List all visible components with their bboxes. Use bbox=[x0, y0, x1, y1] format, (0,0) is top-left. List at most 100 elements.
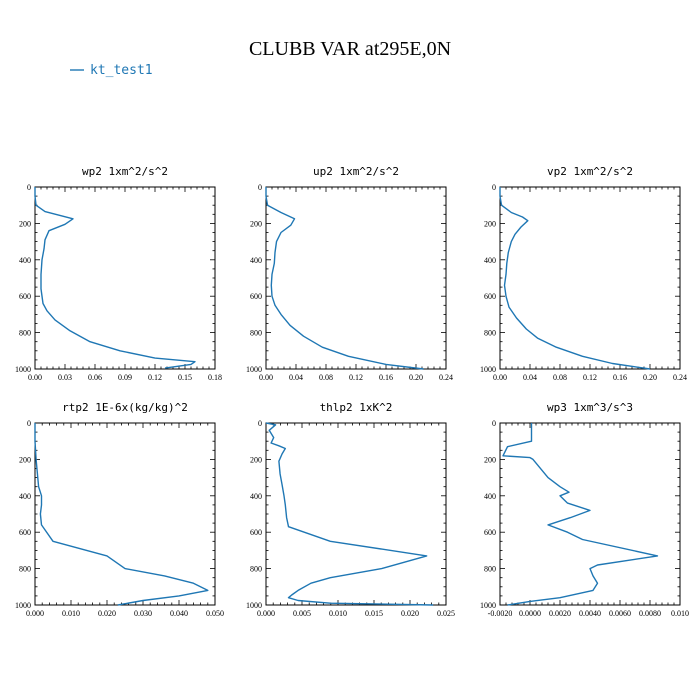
panel-6: wp3 1xm^3/s^3 -0.0020 0.0000 0.0020 0.0040 0.… bbox=[480, 401, 689, 618]
x-tick-label: -0.0020 bbox=[488, 609, 513, 618]
x-tick-label: 0.010 bbox=[329, 609, 347, 618]
x-tick-label: 0.000 bbox=[26, 609, 44, 618]
x-tick-label: 0.0040 bbox=[579, 609, 601, 618]
y-tick-label: 800 bbox=[19, 565, 31, 574]
x-tick-label: 0.16 bbox=[379, 373, 393, 382]
y-tick-label: 200 bbox=[19, 219, 31, 228]
x-tick-label: 0.025 bbox=[437, 609, 455, 618]
panel-title: thlp2 1xK^2 bbox=[320, 401, 393, 414]
y-tick-label: 1000 bbox=[480, 601, 496, 610]
panel-4: rtp2 1E-6x(kg/kg)^2 0.000 0.010 0.020 0.030 0… bbox=[15, 401, 224, 618]
y-tick-label: 1000 bbox=[15, 601, 31, 610]
plot-frame bbox=[499, 186, 681, 370]
x-tick-label: 0.010 bbox=[62, 609, 80, 618]
x-tick-label: 0.18 bbox=[208, 373, 222, 382]
y-tick-label: 600 bbox=[250, 528, 262, 537]
series-line bbox=[265, 187, 424, 370]
panel-1: wp2 1xm^2/s^2 0.00 0.03 0.06 0.09 0.12 0.15 0.1… bbox=[15, 165, 222, 382]
y-tick-label: 400 bbox=[250, 492, 262, 501]
x-tick-label: 0.04 bbox=[523, 373, 537, 382]
x-tick-label: 0.0000 bbox=[519, 609, 541, 618]
y-tick-label: 600 bbox=[19, 528, 31, 537]
panel-2: up2 1xm^2/s^2 0.00 0.04 0.08 0.12 0.16 0.20 0.2… bbox=[246, 165, 453, 382]
panel-3: vp2 1xm^2/s^2 0.00 0.04 0.08 0.12 0.16 0.20 0.2… bbox=[480, 165, 687, 382]
x-tick-label: 0.08 bbox=[553, 373, 567, 382]
y-tick-label: 400 bbox=[250, 256, 262, 265]
x-tick-label: 0.20 bbox=[643, 373, 657, 382]
x-tick-label: 0.00 bbox=[28, 373, 42, 382]
panel-5: thlp2 1xK^2 0.000 0.005 0.010 0.015 0.020 0.02… bbox=[246, 401, 455, 618]
y-tick-label: 800 bbox=[250, 329, 262, 338]
x-tick-label: 0.00 bbox=[493, 373, 507, 382]
x-tick-label: 0.020 bbox=[401, 609, 419, 618]
y-tick-label: 200 bbox=[19, 455, 31, 464]
y-tick-label: 400 bbox=[484, 256, 496, 265]
y-tick-label: 0 bbox=[27, 183, 31, 192]
panel-title: wp2 1xm^2/s^2 bbox=[82, 165, 168, 178]
y-tick-label: 600 bbox=[484, 528, 496, 537]
y-tick-label: 800 bbox=[19, 329, 31, 338]
x-tick-label: 0.0080 bbox=[639, 609, 661, 618]
x-tick-label: 0.15 bbox=[178, 373, 192, 382]
x-tick-label: 0.08 bbox=[319, 373, 333, 382]
x-tick-label: 0.015 bbox=[365, 609, 383, 618]
series-line bbox=[265, 422, 434, 606]
y-tick-label: 1000 bbox=[246, 601, 262, 610]
x-tick-label: 0.20 bbox=[409, 373, 423, 382]
x-tick-label: 0.00 bbox=[259, 373, 273, 382]
series-line bbox=[34, 423, 209, 606]
panel-title: up2 1xm^2/s^2 bbox=[313, 165, 399, 178]
panel-title: rtp2 1E-6x(kg/kg)^2 bbox=[62, 401, 188, 414]
x-tick-label: 0.050 bbox=[206, 609, 224, 618]
y-tick-label: 800 bbox=[484, 329, 496, 338]
y-tick-label: 600 bbox=[19, 292, 31, 301]
x-tick-label: 0.12 bbox=[349, 373, 363, 382]
y-tick-label: 0 bbox=[492, 419, 496, 428]
plot-frame bbox=[265, 186, 447, 370]
x-tick-label: 0.000 bbox=[257, 609, 275, 618]
x-tick-label: 0.030 bbox=[134, 609, 152, 618]
plot-frame bbox=[34, 186, 216, 370]
x-tick-label: 0.005 bbox=[293, 609, 311, 618]
legend: kt_test1 bbox=[70, 63, 153, 78]
panel-title: wp3 1xm^3/s^3 bbox=[547, 401, 633, 414]
x-tick-label: 0.06 bbox=[88, 373, 102, 382]
y-tick-label: 400 bbox=[484, 492, 496, 501]
x-tick-label: 0.12 bbox=[148, 373, 162, 382]
y-tick-label: 400 bbox=[19, 492, 31, 501]
x-tick-label: 0.0060 bbox=[609, 609, 631, 618]
y-tick-label: 600 bbox=[250, 292, 262, 301]
y-tick-label: 1000 bbox=[480, 365, 496, 374]
y-tick-label: 200 bbox=[484, 219, 496, 228]
x-tick-label: 0.24 bbox=[439, 373, 453, 382]
y-tick-label: 1000 bbox=[15, 365, 31, 374]
y-tick-label: 400 bbox=[19, 256, 31, 265]
x-tick-label: 0.040 bbox=[170, 609, 188, 618]
x-tick-label: 0.16 bbox=[613, 373, 627, 382]
y-tick-label: 0 bbox=[492, 183, 496, 192]
panels: wp2 1xm^2/s^2 0.00 0.03 0.06 0.09 0.12 0.15 0.1… bbox=[15, 165, 689, 618]
y-tick-label: 200 bbox=[250, 455, 262, 464]
y-tick-label: 600 bbox=[484, 292, 496, 301]
legend-label: kt_test1 bbox=[90, 63, 153, 78]
y-tick-label: 0 bbox=[27, 419, 31, 428]
y-tick-label: 1000 bbox=[246, 365, 262, 374]
x-tick-label: 0.12 bbox=[583, 373, 597, 382]
panel-title: vp2 1xm^2/s^2 bbox=[547, 165, 633, 178]
x-tick-label: 0.04 bbox=[289, 373, 303, 382]
x-tick-label: 0.09 bbox=[118, 373, 132, 382]
series-line bbox=[499, 187, 651, 370]
y-tick-label: 0 bbox=[258, 419, 262, 428]
y-tick-label: 0 bbox=[258, 183, 262, 192]
plot-frame bbox=[265, 422, 447, 606]
plot-frame bbox=[34, 422, 216, 606]
x-tick-label: 0.03 bbox=[58, 373, 72, 382]
plot-frame bbox=[499, 422, 681, 606]
y-tick-label: 800 bbox=[484, 565, 496, 574]
y-tick-label: 800 bbox=[250, 565, 262, 574]
series-line bbox=[502, 423, 659, 606]
x-tick-label: 0.010 bbox=[671, 609, 689, 618]
series-line bbox=[34, 187, 196, 369]
y-tick-label: 200 bbox=[484, 455, 496, 464]
